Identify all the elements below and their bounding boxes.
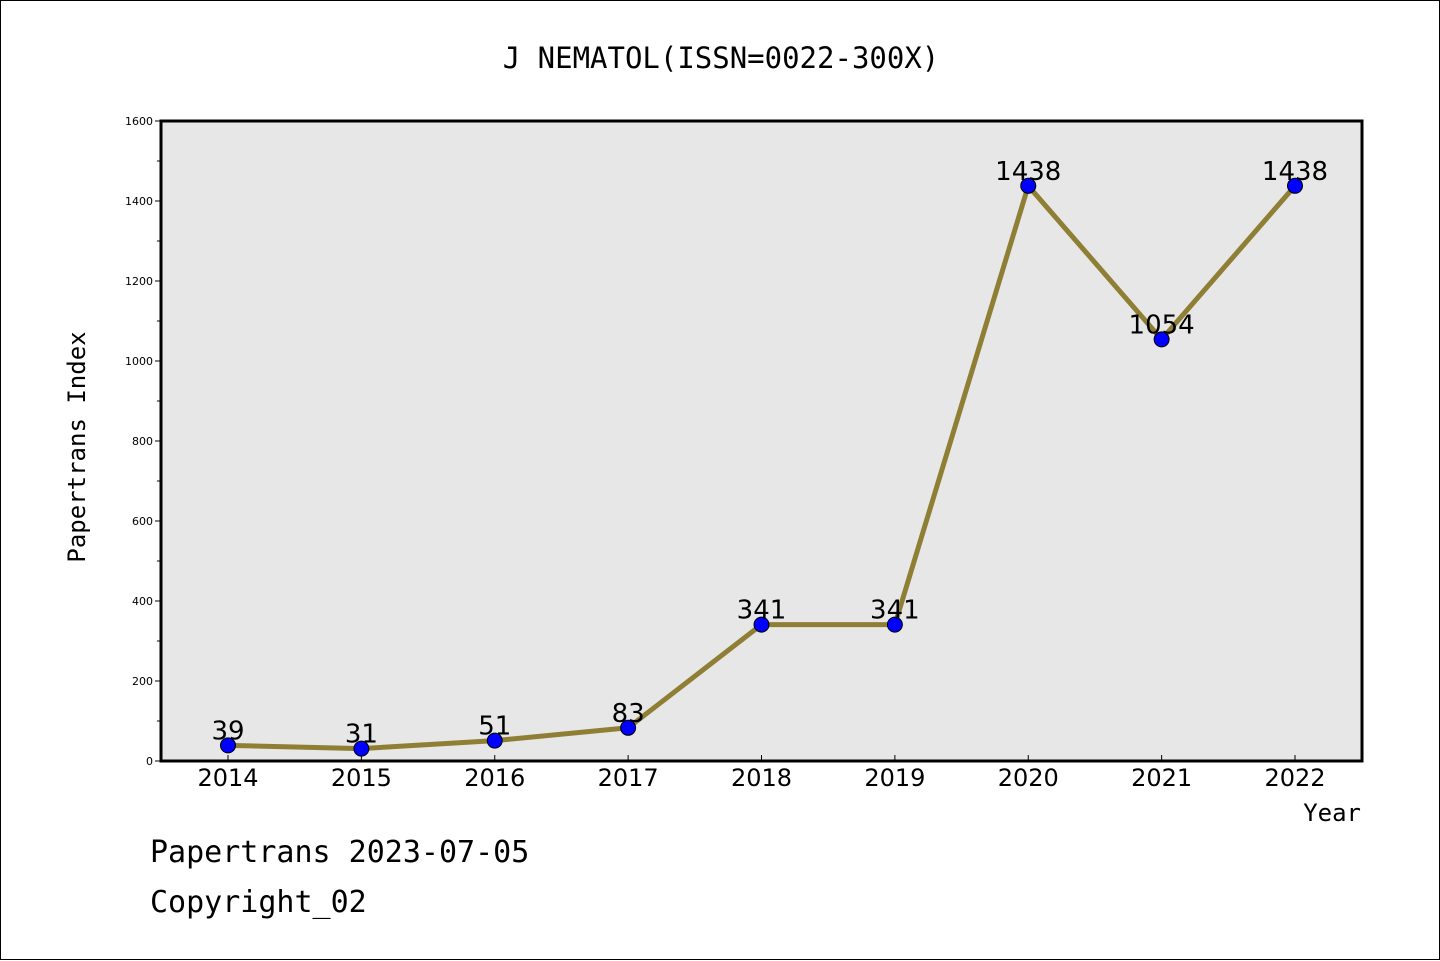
y-axis: 0 200 400 600 800 1000 1200 1400 1600 [125,115,161,768]
x-tick-label: 2020 [998,764,1059,792]
data-point [753,616,770,633]
y-tick-label: 800 [132,435,153,448]
data-point [1020,177,1037,194]
x-tick-label: 2019 [864,764,925,792]
y-tick-label: 1600 [125,115,153,128]
y-tick-label: 400 [132,595,153,608]
data-point [1287,177,1303,194]
data-label: 1438 [995,157,1061,187]
x-tick-label: 2016 [464,764,525,792]
y-tick-label: 1000 [125,355,153,368]
data-label: 39 [211,716,244,746]
data-point [886,616,903,633]
data-point [1153,331,1170,348]
x-tick-label: 2021 [1131,764,1192,792]
x-axis-label: Year [1303,799,1361,827]
data-label: 1438 [1262,157,1328,187]
data-label: 341 [737,596,787,626]
y-tick-label: 600 [132,515,153,528]
data-label: 31 [345,720,378,750]
footer-copyright: Copyright_02 [150,885,367,920]
data-point [486,732,503,749]
y-axis-label: Papertrans Index [63,331,91,562]
footer-date: Papertrans 2023-07-05 [150,835,530,870]
data-label: 341 [870,596,920,626]
data-label: 83 [612,699,645,729]
y-tick-label: 200 [132,675,153,688]
chart-title: J NEMATOL(ISSN=0022-300X) [503,41,940,75]
data-point [353,740,370,757]
x-tick-label: 2014 [197,764,258,792]
x-tick-label: 2018 [731,764,792,792]
y-tick-label: 0 [146,755,153,768]
data-point [620,719,637,736]
data-label: 1054 [1129,310,1195,340]
plot-area [159,119,1364,763]
x-tick-label: 2015 [331,764,392,792]
x-axis: 2014 2015 2016 2017 2018 2019 2020 2021 2022 [197,755,1326,792]
data-point [220,737,236,754]
data-label: 51 [478,712,511,742]
y-tick-label: 1400 [125,195,153,208]
series-layer: 39 31 51 83 341 341 1438 1054 1438 [211,157,1328,757]
x-tick-label: 2022 [1264,764,1325,792]
y-tick-label: 1200 [125,275,153,288]
x-tick-label: 2017 [598,764,659,792]
